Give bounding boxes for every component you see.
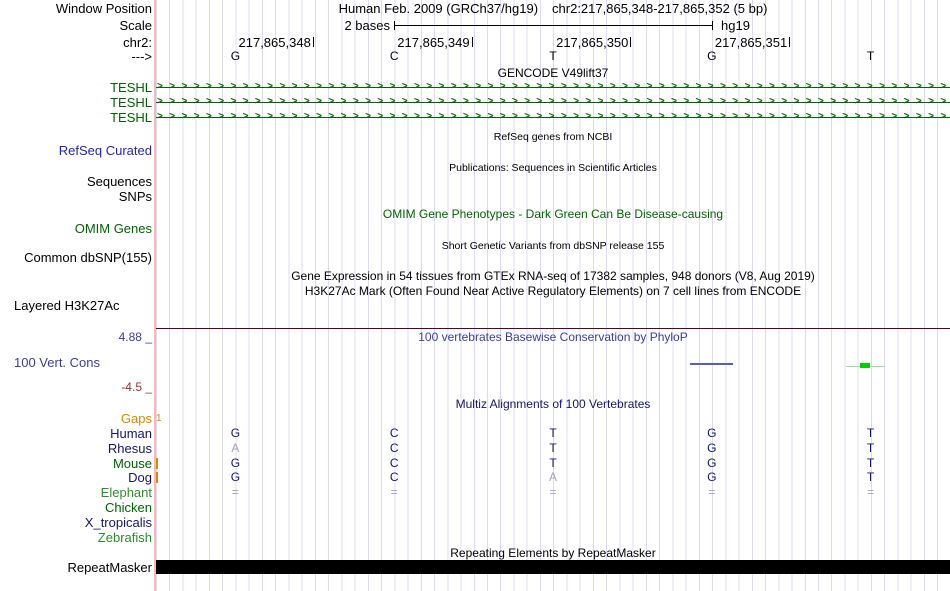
repeatmasker-track-title[interactable]: Repeating Elements by RepeatMasker (450, 546, 656, 560)
window-position-label: Window Position (55, 1, 152, 16)
alignment-base-letter: = (390, 485, 398, 499)
multiz-species-label[interactable]: Chicken (105, 500, 152, 515)
multiz-species-label[interactable]: Rhesus (107, 441, 152, 456)
assembly-title: Human Feb. 2009 (GRCh37/hg19) (338, 1, 539, 16)
repeatmasker-label[interactable]: RepeatMasker (67, 560, 152, 575)
alignment-base-letter: T (866, 456, 875, 470)
vert-cons-label[interactable]: 100 Vert. Cons (14, 355, 100, 370)
phylop-axis-min: -4.5 _ (121, 380, 152, 394)
ruler-base-letter: C (389, 49, 399, 63)
multiz-species-label[interactable]: Mouse (112, 456, 152, 471)
multiz-species-label[interactable]: Dog (128, 470, 152, 485)
multiz-track-title[interactable]: Multiz Alignments of 100 Vertebrates (455, 397, 651, 411)
gencode-track-title[interactable]: GENCODE V49lift37 (497, 66, 609, 80)
alignment-base-letter: C (389, 470, 399, 484)
transcript-arrows[interactable]: >>>>>>>>>>>>>>>>>>>>>>>>>>>>>>>>>>>>>>>>… (157, 111, 950, 122)
scale-value: 2 bases (344, 18, 390, 33)
alignment-base-letter: A (231, 441, 240, 455)
gencode-transcript-label[interactable]: TESHL (110, 110, 152, 125)
alignment-base-letter: = (867, 485, 875, 499)
ruler-coordinate: 217,865,351 (714, 35, 788, 50)
alignment-base-letter: = (231, 485, 239, 499)
gap-size-marker: 1 (156, 413, 162, 424)
dbsnp-track-title[interactable]: Short Genetic Variants from dbSNP releas… (441, 240, 665, 252)
alignment-base-letter: C (389, 426, 399, 440)
refseq-curated-label[interactable]: RefSeq Curated (58, 143, 152, 158)
h3k27ac-track-title[interactable]: H3K27Ac Mark (Often Found Near Active Re… (304, 284, 802, 298)
transcript-line (156, 102, 950, 103)
alignment-base-letter: A (548, 470, 557, 484)
position-header: Human Feb. 2009 (GRCh37/hg19) chr2:217,86… (156, 2, 950, 15)
insert-indicator-tick (156, 472, 158, 483)
refseq-track-title[interactable]: RefSeq genes from NCBI (493, 131, 613, 143)
multiz-species-label[interactable]: Human (110, 426, 152, 441)
chrom-label: chr2: (123, 35, 152, 50)
ruler-base-letter: G (230, 49, 241, 63)
strand-direction-label: ---> (131, 49, 152, 64)
ruler-base-letter: T (549, 49, 557, 63)
transcript-arrows[interactable]: >>>>>>>>>>>>>>>>>>>>>>>>>>>>>>>>>>>>>>>>… (157, 96, 950, 107)
position-title: chr2:217,865,348-217,865,352 (5 bp) (552, 1, 768, 16)
gencode-transcript-label[interactable]: TESHL (110, 95, 152, 110)
phylop-blue-segment (690, 363, 733, 365)
alignment-base-letter: G (230, 470, 241, 484)
alignment-base-letter: C (389, 441, 399, 455)
multiz-species-label[interactable]: X_tropicalis (84, 515, 152, 530)
track-gridlines (156, 0, 950, 591)
alignment-base-letter: T (549, 456, 557, 470)
ruler-tick (312, 37, 314, 47)
alignment-base-letter: T (866, 441, 875, 455)
ruler-tick (789, 37, 791, 47)
multiz-species-label[interactable]: Zebrafish (97, 530, 152, 545)
alignment-base-letter: G (707, 470, 717, 484)
ruler-coordinate: 217,865,348 (238, 35, 311, 50)
omim-track-title[interactable]: OMIM Gene Phenotypes - Dark Green Can Be… (382, 207, 724, 221)
gtex-track-title[interactable]: Gene Expression in 54 tissues from GTEx … (291, 269, 815, 283)
scale-bar (394, 25, 712, 26)
alignment-base-letter: = (708, 485, 716, 499)
transcript-line (156, 117, 950, 118)
layered-h3k27ac-label[interactable]: Layered H3K27Ac (14, 298, 120, 313)
publications-track-title[interactable]: Publications: Sequences in Scientific Ar… (449, 162, 657, 174)
transcript-arrows[interactable]: >>>>>>>>>>>>>>>>>>>>>>>>>>>>>>>>>>>>>>>>… (157, 81, 950, 92)
alignment-base-letter: T (549, 441, 557, 455)
sequences-label[interactable]: Sequences (86, 174, 152, 189)
alignment-base-letter: G (707, 456, 717, 470)
alignment-base-letter: G (230, 426, 241, 440)
phylop-track-title[interactable]: 100 vertebrates Basewise Conservation by… (418, 330, 688, 344)
conservation-track-border (156, 328, 950, 329)
scale-bar-left-tick (394, 21, 395, 30)
common-dbsnp-label[interactable]: Common dbSNP(155) (24, 250, 152, 265)
scale-row-label: Scale (119, 18, 152, 33)
alignment-base-letter: C (389, 456, 399, 470)
insert-indicator-tick (156, 458, 158, 469)
alignment-base-letter: T (866, 426, 875, 440)
alignment-base-letter: = (549, 485, 557, 499)
alignment-base-letter: G (707, 441, 717, 455)
ruler-base-letter: T (866, 49, 875, 63)
alignment-base-letter: G (707, 426, 717, 440)
repeatmasker-element-bar[interactable] (156, 560, 950, 574)
gencode-transcript-label[interactable]: TESHL (110, 80, 152, 95)
multiz-species-label[interactable]: Elephant (100, 485, 152, 500)
phylop-axis-max: 4.88 _ (118, 330, 152, 344)
assembly-tag: hg19 (721, 18, 750, 33)
snps-label[interactable]: SNPs (118, 189, 152, 204)
transcript-line (156, 87, 950, 88)
ruler-tick (630, 37, 632, 47)
alignment-base-letter: T (549, 426, 557, 440)
ruler-base-letter: G (707, 49, 717, 63)
label-track-divider (154, 0, 156, 591)
omim-genes-label[interactable]: OMIM Genes (74, 221, 152, 236)
alignment-base-letter: G (230, 456, 241, 470)
ruler-coordinate: 217,865,350 (556, 35, 629, 50)
ruler-tick (471, 37, 473, 47)
scale-bar-right-tick (712, 21, 713, 30)
alignment-base-letter: T (866, 470, 875, 484)
ruler-coordinate: 217,865,349 (397, 35, 470, 50)
phylop-green-block (860, 363, 870, 368)
multiz-species-label[interactable]: Gaps (120, 411, 152, 426)
